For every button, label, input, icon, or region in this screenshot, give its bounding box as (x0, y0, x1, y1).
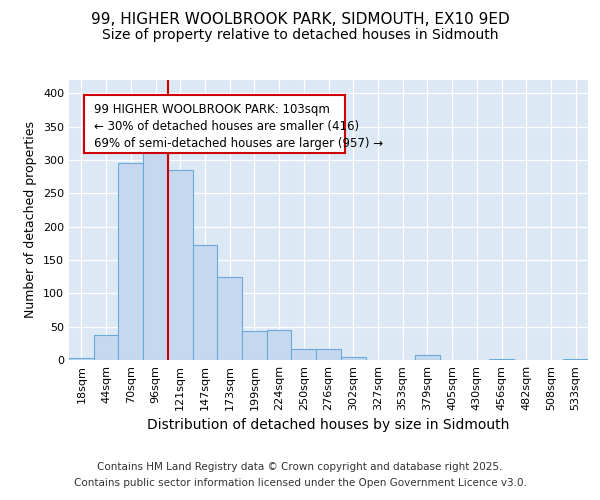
Text: 99, HIGHER WOOLBROOK PARK, SIDMOUTH, EX10 9ED: 99, HIGHER WOOLBROOK PARK, SIDMOUTH, EX1… (91, 12, 509, 28)
Bar (217, 276, 242, 360)
Bar (292, 348, 316, 360)
Bar (415, 354, 440, 360)
Bar (267, 330, 292, 360)
Y-axis label: Number of detached properties: Number of detached properties (25, 122, 37, 318)
Bar (118, 164, 143, 360)
Bar (193, 246, 217, 360)
Text: 69% of semi-detached houses are larger (957) →: 69% of semi-detached houses are larger (… (94, 138, 383, 150)
Bar (69, 358, 94, 360)
Bar (168, 170, 193, 360)
X-axis label: Distribution of detached houses by size in Sidmouth: Distribution of detached houses by size … (148, 418, 509, 432)
Text: Contains public sector information licensed under the Open Government Licence v3: Contains public sector information licen… (74, 478, 526, 488)
Bar (341, 356, 365, 360)
Bar (94, 336, 118, 360)
Bar (242, 330, 267, 360)
Bar (563, 358, 588, 360)
Bar (316, 348, 341, 360)
Text: 99 HIGHER WOOLBROOK PARK: 103sqm: 99 HIGHER WOOLBROOK PARK: 103sqm (94, 103, 331, 116)
Text: Size of property relative to detached houses in Sidmouth: Size of property relative to detached ho… (102, 28, 498, 42)
Bar (489, 358, 514, 360)
Text: ← 30% of detached houses are smaller (416): ← 30% of detached houses are smaller (41… (94, 120, 359, 133)
Text: Contains HM Land Registry data © Crown copyright and database right 2025.: Contains HM Land Registry data © Crown c… (97, 462, 503, 472)
Bar (143, 140, 168, 360)
